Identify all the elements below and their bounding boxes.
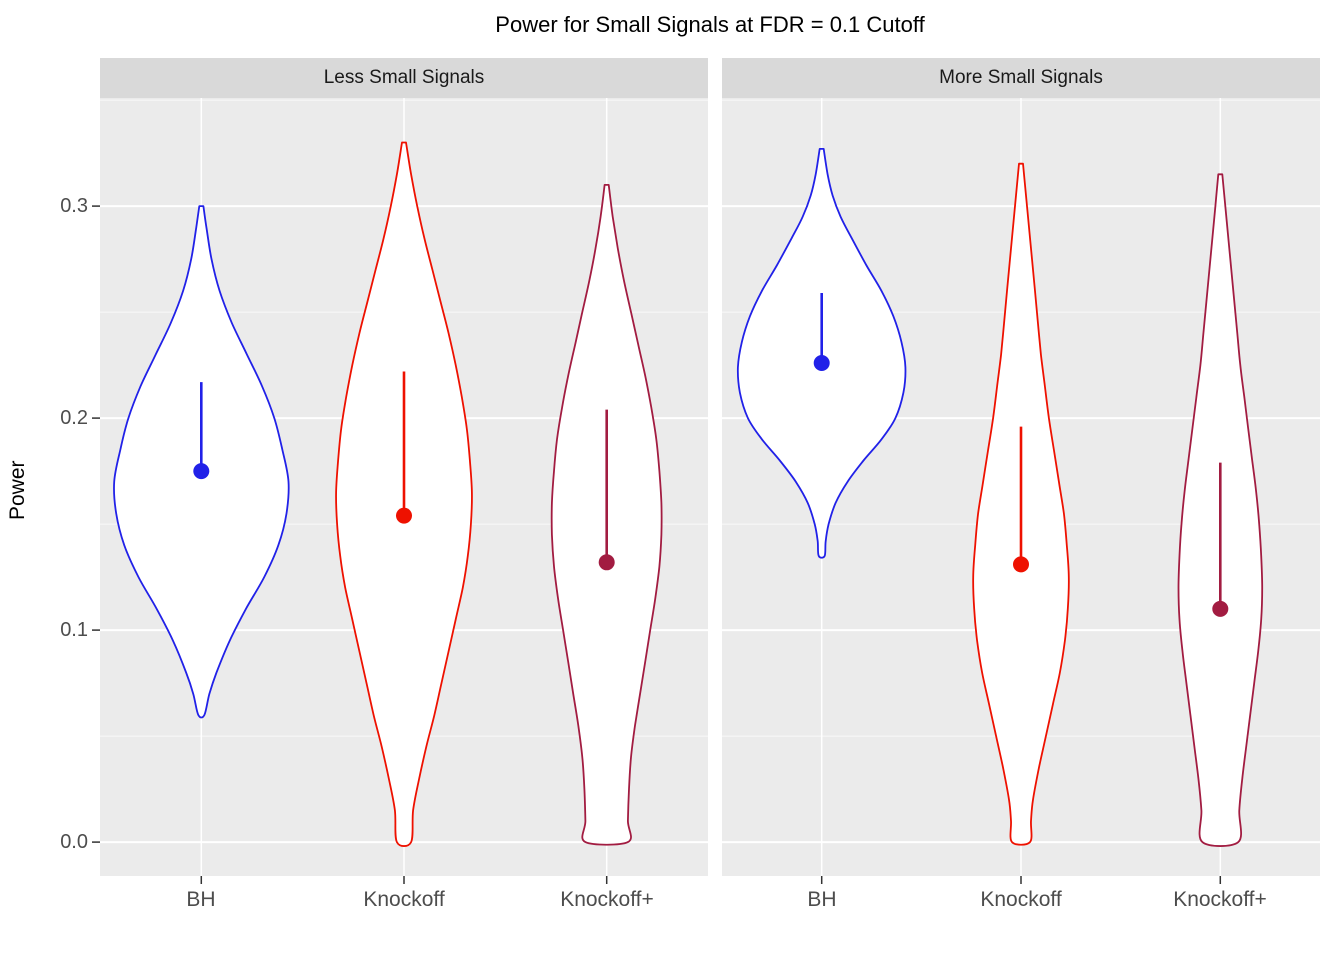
violin-chart-figure: Power for Small Signals at FDR = 0.1 Cut… [6,12,1320,911]
violin-plot-canvas [92,98,1320,884]
